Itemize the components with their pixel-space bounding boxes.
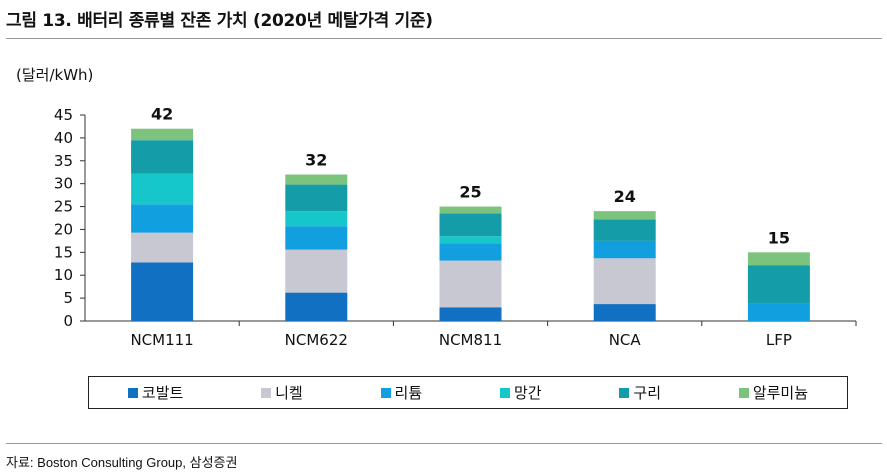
bar-segment (439, 206, 502, 214)
bar-segment (131, 128, 194, 141)
bar-segment (285, 174, 348, 185)
bar-segment (439, 260, 502, 308)
y-tick-label: 0 (63, 312, 73, 330)
legend-item: 망간 (499, 382, 542, 403)
y-tick-label: 35 (54, 152, 73, 170)
figure-title: 그림 13. 배터리 종류별 잔존 가치 (2020년 메탈가격 기준) (6, 11, 433, 31)
legend-label: 망간 (513, 384, 542, 402)
bar-segment (285, 184, 348, 212)
chart-legend: 코발트 니켈 리튬 망간 구리 알루미늄 (88, 376, 848, 409)
bar-segment (285, 226, 348, 250)
legend-item: 구리 (619, 382, 661, 403)
bar-segment (593, 258, 656, 305)
legend-label: 니켈 (275, 384, 303, 402)
title-rule (6, 38, 882, 39)
y-tick-label: 45 (54, 106, 73, 124)
y-tick-label: 5 (63, 289, 73, 307)
legend-swatch (738, 387, 749, 398)
x-tick-label: LFP (766, 331, 792, 349)
bar-segment (131, 232, 194, 263)
bar-segment (593, 304, 656, 321)
y-tick-label: 40 (54, 129, 73, 147)
data-label: 32 (305, 151, 327, 170)
bar-segment (285, 249, 348, 293)
unit-label: (달러/kWh) (16, 66, 94, 84)
bar-segment (439, 243, 502, 261)
legend-label: 리튬 (394, 384, 423, 402)
bar-segment (747, 303, 810, 321)
footer-rule (6, 443, 882, 444)
bar-segment (131, 173, 194, 205)
legend-swatch (380, 387, 391, 398)
bar-segment (131, 262, 194, 321)
y-tick-label: 30 (54, 175, 73, 193)
bar-segment (131, 204, 194, 233)
bar-segment (285, 211, 348, 227)
y-tick-label: 20 (54, 220, 73, 238)
bar-segment (593, 211, 656, 220)
x-tick-label: NCA (609, 331, 642, 349)
legend-item: 코발트 (127, 382, 184, 403)
x-tick-label: NCM811 (439, 331, 502, 349)
legend-swatch (127, 387, 138, 398)
y-tick-label: 25 (54, 198, 73, 216)
bar-segment (747, 265, 810, 304)
data-label: 25 (459, 183, 481, 202)
data-label: 42 (151, 105, 173, 124)
x-tick-label: NCM111 (130, 331, 193, 349)
source-note: 자료: Boston Consulting Group, 삼성증권 (6, 455, 238, 470)
bar-segment (593, 240, 656, 259)
bar-segment (439, 213, 502, 237)
bar-segment (747, 252, 810, 266)
legend-swatch (619, 387, 630, 398)
y-tick-label: 15 (54, 243, 73, 261)
y-tick-label: 10 (54, 266, 73, 284)
x-tick-label: NCM622 (285, 331, 348, 349)
bar-segment (593, 219, 656, 241)
legend-swatch (499, 387, 510, 398)
bar-segment (285, 292, 348, 321)
data-label: 24 (614, 187, 636, 206)
legend-item: 니켈 (261, 382, 303, 403)
legend-item: 알루미늄 (738, 382, 809, 403)
legend-label: 알루미늄 (752, 384, 809, 402)
data-label: 15 (768, 228, 790, 247)
legend-item: 리튬 (380, 382, 423, 403)
bar-segment (439, 236, 502, 244)
bar-segment (439, 307, 502, 321)
stacked-bar-chart: 0 5 10 15 20 25 30 35 40 45 NCM111 42 NCM622 32 NCM811… (54, 105, 857, 349)
bar-segment (131, 140, 194, 174)
legend-label: 구리 (633, 384, 661, 402)
legend-label: 코발트 (141, 384, 184, 402)
legend-swatch (261, 387, 272, 398)
